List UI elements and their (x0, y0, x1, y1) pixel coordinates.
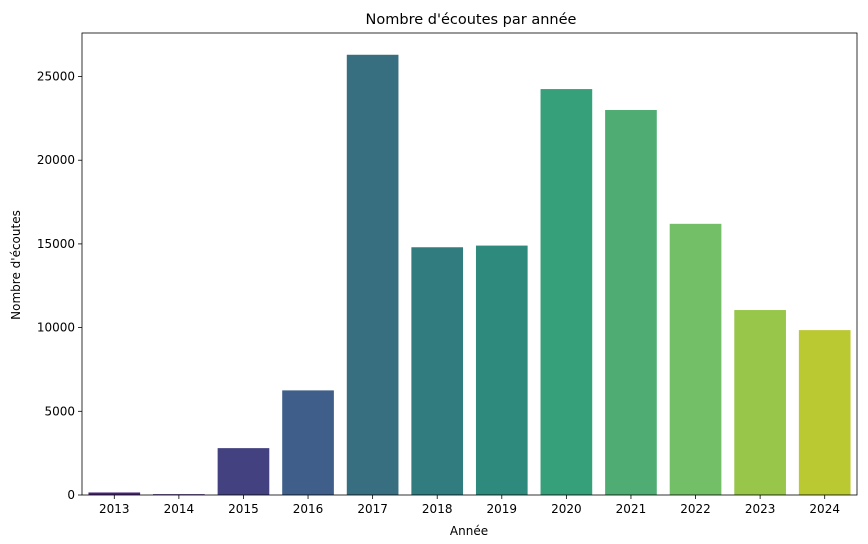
bar-2018 (411, 247, 464, 495)
y-tick-label-15000: 15000 (37, 237, 75, 251)
x-tick-label-2020: 2020 (551, 502, 582, 516)
bar-2021 (605, 110, 657, 495)
y-axis-ticks: 0 5000 10000 15000 20000 25000 (37, 70, 82, 502)
bar-2013 (88, 492, 141, 495)
bar-2019 (475, 245, 528, 495)
x-tick-label-2022: 2022 (680, 502, 711, 516)
x-tick-label-2019: 2019 (487, 502, 518, 516)
bar-2024 (798, 330, 851, 495)
y-axis-label: Nombre d'écoutes (9, 210, 23, 320)
x-tick-label-2016: 2016 (293, 502, 324, 516)
x-axis-ticks: 2013 2014 2015 2016 2017 2018 2019 2020 2021 2022… (99, 495, 840, 516)
bar-2017 (346, 54, 399, 496)
y-tick-label-5000: 5000 (44, 404, 75, 418)
bars-group (88, 54, 851, 496)
x-tick-label-2023: 2023 (745, 502, 776, 516)
x-tick-label-2017: 2017 (357, 502, 388, 516)
x-tick-label-2021: 2021 (616, 502, 647, 516)
x-axis-label: Année (450, 524, 488, 538)
y-tick-label-25000: 25000 (37, 70, 75, 84)
bar-2014 (153, 494, 205, 495)
bar-2022 (669, 223, 722, 495)
chart-title: Nombre d'écoutes par année (366, 12, 577, 28)
x-tick-label-2018: 2018 (422, 502, 453, 516)
x-tick-label-2013: 2013 (99, 502, 130, 516)
y-tick-label-20000: 20000 (37, 153, 75, 167)
bar-2015 (217, 448, 270, 495)
x-tick-label-2014: 2014 (164, 502, 195, 516)
x-tick-label-2024: 2024 (809, 502, 840, 516)
y-tick-label-10000: 10000 (37, 321, 75, 335)
y-tick-label-0: 0 (67, 488, 75, 502)
bar-2020 (540, 89, 593, 496)
bar-2016 (282, 390, 334, 495)
x-tick-label-2015: 2015 (228, 502, 259, 516)
plot-frame (81, 32, 858, 496)
bar-2023 (734, 310, 786, 495)
